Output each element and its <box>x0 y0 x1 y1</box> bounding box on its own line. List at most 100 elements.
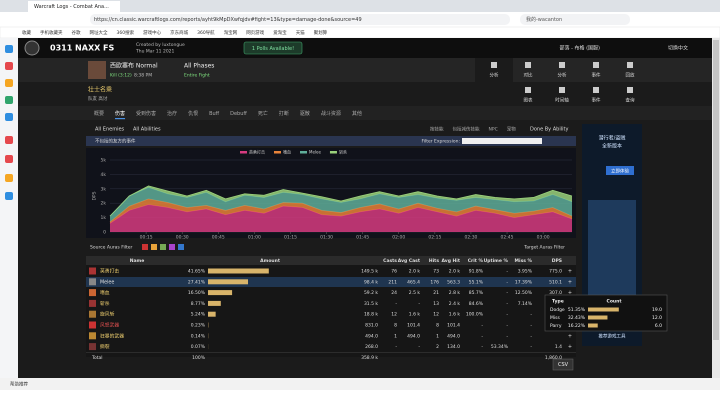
view-label[interactable]: 时间轴 <box>555 97 569 104</box>
view-label[interactable]: 事件 <box>592 97 601 104</box>
bookmark[interactable]: 京东商城 <box>170 29 188 36</box>
expand[interactable]: + <box>568 269 572 275</box>
ability-name[interactable]: 英勇打击 <box>100 268 119 275</box>
view-option[interactable]: NPC <box>489 127 498 133</box>
view-icon[interactable] <box>525 87 531 93</box>
tab[interactable]: Debuff <box>230 111 247 117</box>
ability-name[interactable]: 嗜血 <box>100 289 110 296</box>
ability-name[interactable]: 撕裂 <box>100 343 110 350</box>
abilities-filter[interactable]: All Abilities <box>133 127 161 133</box>
icon[interactable] <box>5 62 13 70</box>
language[interactable]: 切换中文 <box>668 45 688 52</box>
view-option[interactable]: 宠物 <box>507 126 516 133</box>
icon[interactable] <box>5 136 13 144</box>
icon[interactable] <box>5 79 13 87</box>
tab[interactable]: 死亡 <box>258 110 268 117</box>
view-icon[interactable] <box>627 87 633 93</box>
expand[interactable]: + <box>568 344 572 350</box>
view-label[interactable]: 查询 <box>626 97 635 104</box>
expand[interactable]: + <box>568 333 572 339</box>
tab[interactable]: 治疗 <box>167 110 177 117</box>
tab[interactable]: Buff <box>209 111 220 117</box>
aura-icon[interactable] <box>160 244 166 250</box>
column-header: Miss % <box>515 258 533 264</box>
logo[interactable] <box>25 41 39 55</box>
tab[interactable]: 伤害 <box>115 110 125 117</box>
icon[interactable] <box>5 113 13 121</box>
bookmark[interactable]: 网页游戏 <box>246 29 264 36</box>
scroll-thumb[interactable] <box>713 40 719 340</box>
bookmark[interactable]: 网址大全 <box>90 29 108 36</box>
aura-icon[interactable] <box>169 244 175 250</box>
group-by[interactable]: Done By Ability <box>530 127 568 133</box>
nav-icon[interactable] <box>491 62 497 68</box>
nav-label[interactable]: 对比 <box>524 72 533 79</box>
x-tick-label: 01:30 <box>320 235 333 241</box>
ability-name[interactable]: Melee <box>100 279 114 285</box>
nav-label[interactable]: 分析 <box>490 72 499 79</box>
y-tick-label: 0 <box>103 230 106 236</box>
bookmark[interactable]: 360搜索 <box>117 29 135 36</box>
icon[interactable] <box>5 96 13 104</box>
search: 我的-wacanton <box>526 16 562 23</box>
nav-icon[interactable] <box>559 62 565 68</box>
icon[interactable] <box>5 192 13 200</box>
tab[interactable]: 打断 <box>279 110 289 117</box>
cell: 101.4 <box>407 323 420 329</box>
view-label[interactable]: 图表 <box>524 97 533 104</box>
enemies-filter[interactable]: All Enemies <box>95 127 125 133</box>
icon[interactable] <box>5 45 13 53</box>
bookmark[interactable]: 收藏 <box>22 29 31 36</box>
user-name[interactable]: 部落 - 布格 (国服) <box>560 45 601 52</box>
ability-name[interactable]: 狂暴的武器 <box>100 332 124 339</box>
ability-name[interactable]: 斩杀 <box>100 300 110 307</box>
tab[interactable]: 驱散 <box>300 110 310 117</box>
cell: 2.8 k <box>449 290 461 296</box>
selected-row <box>86 277 576 287</box>
bookmark[interactable]: 爱淘宝 <box>273 29 287 36</box>
nav-label[interactable]: 事件 <box>592 72 601 79</box>
icon[interactable] <box>5 174 13 182</box>
source-auras: Source Auras Filter <box>90 245 132 251</box>
tab-title: Warcraft Logs - Combat Ana... <box>34 4 109 10</box>
cell: 7.14% <box>518 301 533 307</box>
aura-icon[interactable] <box>142 244 148 250</box>
ability-name[interactable]: 旋风斩 <box>100 311 115 318</box>
player-sub: 队友 高讨 <box>88 95 108 102</box>
aura-icon[interactable] <box>151 244 157 250</box>
aura-icon[interactable] <box>178 244 184 250</box>
tab[interactable]: 其他 <box>352 110 362 117</box>
bookmark[interactable]: 360导航 <box>197 29 215 36</box>
view-icon[interactable] <box>593 87 599 93</box>
friendly-filter[interactable]: 不包括的友方的事件 <box>95 138 136 145</box>
view-option[interactable]: 包括减伤技能 <box>453 126 480 133</box>
bookmark[interactable]: 游戏中心 <box>143 29 161 36</box>
bookmark[interactable]: 天猫 <box>296 29 305 36</box>
bookmark[interactable]: 淘宝网 <box>224 29 238 36</box>
ability-name[interactable]: 风怒武器 <box>100 322 119 329</box>
phases[interactable]: All Phases <box>184 63 214 70</box>
bookmark[interactable]: 聚划算 <box>314 29 328 36</box>
filter-input[interactable] <box>462 138 542 144</box>
bookmark[interactable]: 谷歌 <box>72 29 81 36</box>
tab[interactable]: 仇恨 <box>188 110 198 117</box>
view-option[interactable]: 按技能 <box>430 126 444 133</box>
polls[interactable]: 1 Polls Available! <box>252 46 294 52</box>
bookmark[interactable]: 手机收藏夹 <box>40 29 63 36</box>
nav-icon[interactable] <box>525 62 531 68</box>
nav-icon[interactable] <box>593 62 599 68</box>
tab[interactable]: 概要 <box>94 110 104 117</box>
view-icon[interactable] <box>559 87 565 93</box>
created-by: Created by luxtongue <box>136 42 185 48</box>
cell: 563.3 <box>447 279 460 285</box>
tab[interactable]: 受到伤害 <box>136 110 156 117</box>
csv-label[interactable]: CSV <box>558 362 569 368</box>
tooltip-bar <box>588 308 619 312</box>
tab[interactable]: 战斗资源 <box>321 110 341 117</box>
icon[interactable] <box>5 155 13 163</box>
nav-label[interactable]: 回放 <box>626 72 635 79</box>
expand[interactable]: + <box>568 279 572 285</box>
nav-label[interactable]: 分析 <box>558 72 567 79</box>
nav-icon[interactable] <box>627 62 633 68</box>
ad-button-label[interactable]: 立即体验 <box>611 168 629 175</box>
